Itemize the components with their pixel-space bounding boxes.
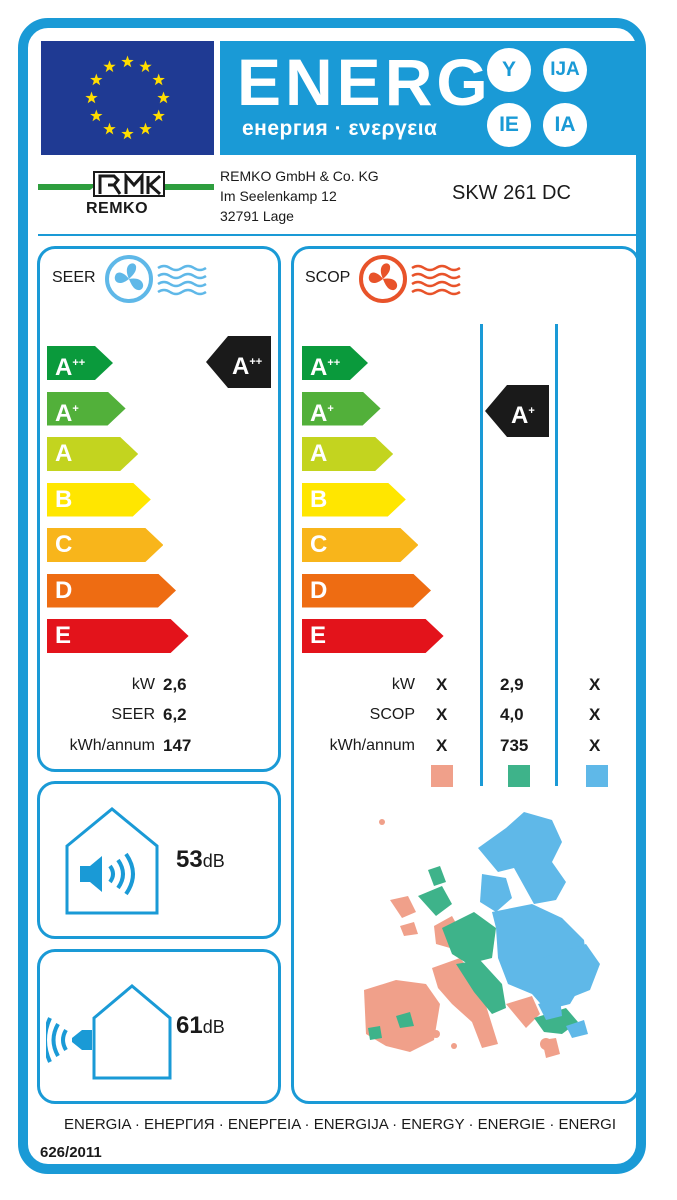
suffix-badge-ija: IJA: [543, 48, 587, 92]
seer-row-label: kW: [131, 676, 155, 693]
scop-row-label: SCOP: [369, 706, 415, 723]
scop-class-arrow: B: [302, 483, 406, 517]
zone-swatch-cold: [586, 765, 608, 787]
seer-row-value: 2,6: [163, 675, 187, 694]
eu-star-icon: [139, 60, 152, 73]
seer-panel: [37, 246, 281, 772]
scop-row-warm-value: X: [436, 675, 448, 694]
label-frame: [18, 18, 646, 1174]
seer-class-value: A++: [232, 353, 263, 380]
header-divider: [38, 234, 638, 236]
seer-label: SEER: [52, 269, 96, 286]
seer-class-arrow: B: [47, 483, 151, 517]
fan-heating-icon: [358, 254, 470, 304]
scop-row-average-value: 2,9: [500, 675, 524, 694]
eu-star-icon: [152, 73, 165, 86]
indoor-noise-panel: [37, 781, 281, 939]
scop-row-label: kWh/annum: [329, 737, 415, 754]
scop-row-warm-value: X: [436, 705, 448, 724]
scop-column-divider: [555, 324, 558, 786]
scop-class-arrow: A: [302, 437, 393, 471]
energy-subtitle: енергия · ενεργεια: [242, 117, 438, 140]
seer-class-arrow: C: [47, 528, 163, 562]
eu-star-icon: [139, 122, 152, 135]
scop-row-average-value: 735: [500, 736, 529, 755]
eu-star-icon: [121, 127, 134, 140]
seer-row-value: 147: [163, 736, 192, 755]
model-identifier: SKW 261 DC: [452, 182, 571, 204]
scop-column-divider: [480, 324, 483, 786]
scop-label: SCOP: [305, 269, 351, 286]
eu-star-icon: [103, 122, 116, 135]
outdoor-noise-icon: [43, 984, 172, 1080]
seer-row-label: kWh/annum: [69, 737, 155, 754]
seer-class-arrow: A+: [47, 392, 126, 426]
eu-star-icon: [157, 91, 170, 104]
eu-star-icon: [85, 91, 98, 104]
supplier-street: Im Seelenkamp 12: [220, 188, 337, 204]
seer-class-arrow: E: [47, 619, 189, 653]
outdoor-noise-value: 61dB: [176, 1012, 225, 1040]
suffix-badge-y: Y: [487, 48, 531, 92]
supplier-logo: [38, 170, 214, 220]
scop-row-cold-value: X: [589, 736, 601, 755]
energy-title: ENERG: [237, 45, 492, 119]
indoor-noise-number: 53: [176, 846, 203, 873]
scop-row-cold-value: X: [589, 675, 601, 694]
seer-row-label: SEER: [111, 706, 155, 723]
scop-class-arrow: D: [302, 574, 431, 608]
seer-row-value: 6,2: [163, 705, 187, 724]
footer-languages: ENERGIA · ЕНЕРГИЯ · ΕΝΕΡΓΕΙΑ · ENERGIJA …: [64, 1116, 616, 1133]
zone-swatch-average: [508, 765, 530, 787]
indoor-noise-icon: [64, 806, 160, 916]
suffix-badge-ie: IE: [487, 103, 531, 147]
outdoor-noise-unit: dB: [202, 1017, 225, 1037]
scop-row-average-value: 4,0: [500, 705, 524, 724]
scop-class-arrow: E: [302, 619, 444, 653]
indoor-noise-value: 53dB: [176, 846, 225, 874]
europe-map-icon: [356, 808, 614, 1068]
eu-star-icon: [90, 73, 103, 86]
indoor-noise-unit: dB: [202, 851, 225, 871]
supplier-address: REMKO GmbH & Co. KG Im Seelenkamp 12 327…: [220, 166, 379, 226]
supplier-logo-text: REMKO: [86, 200, 149, 217]
fan-cooling-icon: [104, 254, 216, 304]
zone-swatch-warm: [431, 765, 453, 787]
scop-row-label: kW: [391, 676, 415, 693]
scop-class-arrow: C: [302, 528, 418, 562]
scop-row-warm-value: X: [436, 736, 448, 755]
scop-class-arrow: A+: [302, 392, 381, 426]
scop-panel: [291, 246, 640, 1104]
seer-class-arrow: D: [47, 574, 176, 608]
eu-flag-icon: [41, 41, 214, 155]
eu-star-icon: [121, 55, 134, 68]
eu-star-icon: [103, 60, 116, 73]
suffix-badge-ia: IA: [543, 103, 587, 147]
eu-star-icon: [152, 109, 165, 122]
seer-class-arrow: A: [47, 437, 138, 471]
outdoor-noise-panel: [37, 949, 281, 1104]
supplier-city: 32791 Lage: [220, 208, 294, 224]
supplier-company: REMKO GmbH & Co. KG: [220, 168, 379, 184]
scop-class-value: A+: [511, 402, 535, 429]
scop-row-cold-value: X: [589, 705, 601, 724]
eu-star-icon: [90, 109, 103, 122]
outdoor-noise-number: 61: [176, 1012, 203, 1039]
regulation-number: 626/2011: [40, 1144, 102, 1161]
